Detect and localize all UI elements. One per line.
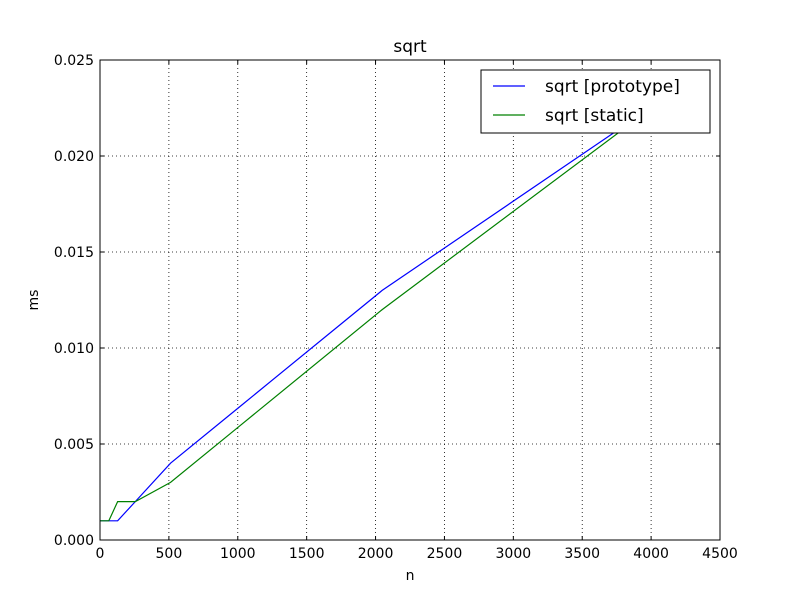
y-tick-label: 0.005 (54, 437, 94, 453)
x-tick-label: 1000 (220, 546, 256, 562)
plot-frame (99, 59, 721, 541)
x-tick-label: 500 (156, 546, 183, 562)
legend-label-static: sqrt [static] (545, 106, 644, 126)
x-axis-title: n (406, 568, 415, 584)
legend-box (480, 69, 711, 134)
series-line-prototype (100, 97, 665, 522)
x-tick-label: 4500 (702, 546, 738, 562)
x-tick-label: 4000 (633, 546, 669, 562)
chart-title: sqrt (393, 37, 427, 57)
y-tick-label: 0.000 (54, 533, 94, 549)
x-tick-label: 2500 (427, 546, 463, 562)
x-tick-label: 3500 (564, 546, 600, 562)
series-line-static (100, 97, 665, 522)
legend-label-prototype: sqrt [prototype] (545, 77, 680, 97)
y-axis-title: ms (26, 290, 42, 311)
x-tick-label: 2000 (358, 546, 394, 562)
x-tick-label: 1500 (289, 546, 325, 562)
x-tick-label: 3000 (496, 546, 532, 562)
x-tick-label: 0 (96, 546, 105, 562)
y-tick-label: 0.020 (54, 149, 94, 165)
ticks: 0 500 1000 1500 2000 2500 3000 3500 4000 4500 0.00… (54, 53, 738, 562)
grid (100, 60, 720, 540)
y-tick-label: 0.010 (54, 341, 94, 357)
y-tick-label: 0.025 (54, 53, 94, 69)
y-tick-label: 0.015 (54, 245, 94, 261)
legend: sqrt [prototype] sqrt [static] (480, 69, 711, 134)
series-layer (100, 97, 665, 522)
